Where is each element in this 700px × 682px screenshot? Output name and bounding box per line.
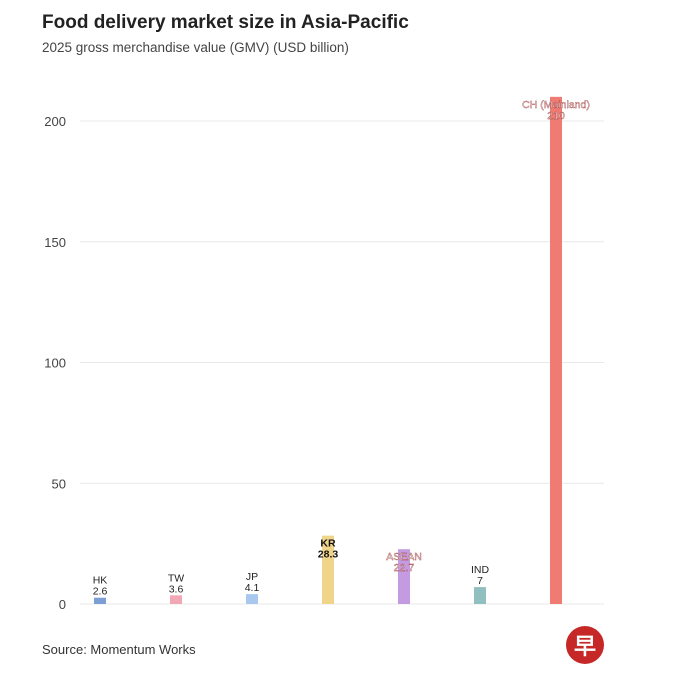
category-label: JP (246, 571, 258, 583)
value-label: 7 (477, 575, 483, 587)
y-tick-label: 200 (44, 114, 66, 129)
bars (94, 96, 562, 604)
bar (246, 594, 258, 604)
value-label: 22.7 (394, 562, 415, 574)
bar (398, 549, 410, 604)
y-tick-label: 150 (44, 235, 66, 250)
value-label: 210 (547, 110, 565, 122)
y-tick-label: 0 (59, 597, 66, 612)
chart-subtitle: 2025 gross merchandise value (GMV) (USD … (42, 40, 349, 55)
y-tick-label: 50 (52, 476, 66, 491)
category-label: HK (93, 575, 108, 587)
source-note: Source: Momentum Works (42, 642, 196, 657)
gridlines (80, 120, 604, 605)
category-label: KR (320, 538, 336, 550)
bar (94, 597, 106, 604)
category-label: TW (168, 572, 184, 584)
value-label: 4.1 (245, 582, 260, 594)
category-label: ASEAN (386, 551, 422, 563)
bar (170, 595, 182, 604)
bar (474, 587, 486, 604)
value-label: 2.6 (93, 586, 108, 598)
brand-logo: 早 (566, 626, 604, 664)
bar (322, 535, 334, 604)
chart-title: Food delivery market size in Asia-Pacifi… (42, 12, 409, 33)
bar (550, 96, 562, 604)
value-label: 3.6 (169, 583, 184, 595)
y-axis-ticks: 0 50 100 150 200 (44, 114, 66, 612)
value-label: 28.3 (318, 549, 339, 561)
y-tick-label: 100 (44, 356, 66, 371)
category-label: CH (Mainland) (522, 99, 590, 111)
category-label: IND (471, 564, 490, 576)
